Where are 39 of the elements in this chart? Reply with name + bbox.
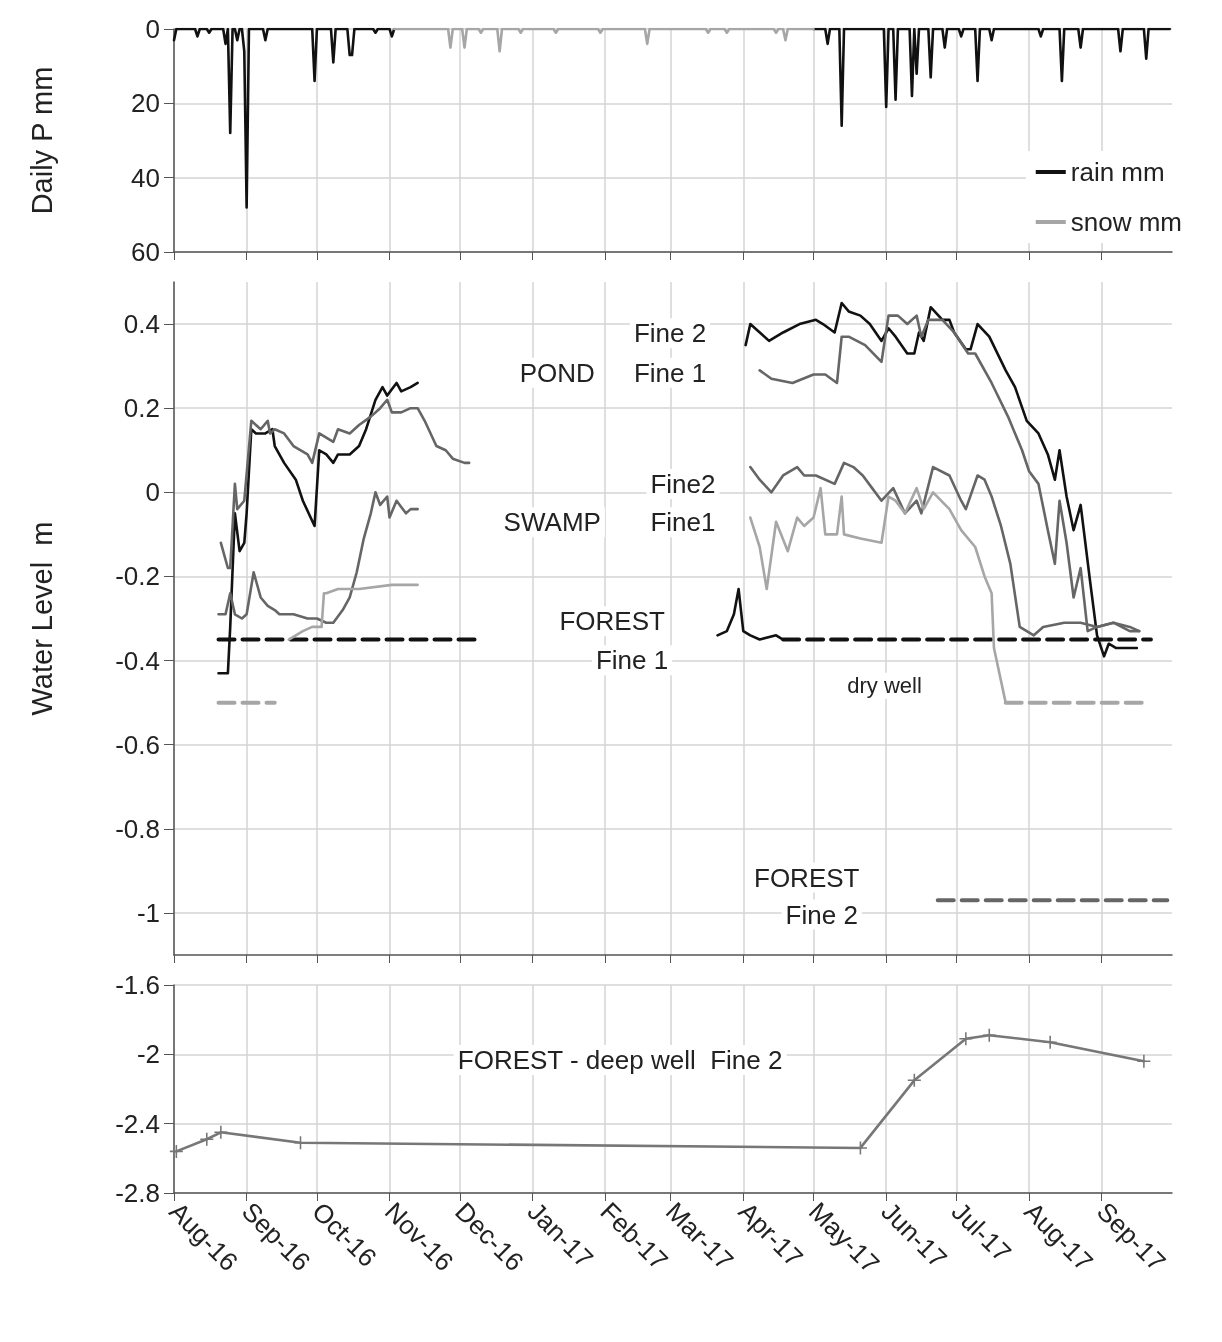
annotation: SWAMP: [503, 507, 601, 538]
annotation: Fine 2: [785, 899, 858, 930]
y-tick-label: -2: [136, 1039, 160, 1070]
annotation: Fine 1: [633, 357, 707, 388]
point: [200, 1132, 214, 1146]
y-axis-title: Daily P mm: [25, 66, 58, 215]
y-tick-label: 0: [145, 14, 160, 44]
point: [1043, 1035, 1057, 1049]
y-tick-label: -0.4: [115, 645, 160, 676]
y-tick-label: -0.8: [115, 813, 160, 844]
annotation: FOREST: [754, 862, 860, 893]
annotation: FOREST: [559, 606, 665, 637]
annotation: POND: [519, 357, 595, 388]
annotation: Fine 1: [595, 645, 669, 676]
y-tick-label: -2.8: [115, 1178, 160, 1208]
annotation: FOREST - deep well Fine 2: [457, 1044, 783, 1075]
annotation: dry well: [847, 673, 922, 699]
legend-label: rain mm: [1070, 157, 1165, 187]
line-series: [392, 27, 815, 53]
y-tick-label: 0.4: [123, 309, 160, 340]
y-tick-label: -0.2: [115, 561, 160, 592]
legend-label: snow mm: [1070, 207, 1183, 237]
y-tick-label: -2.4: [115, 1108, 160, 1139]
y-tick-label: 40: [131, 162, 160, 193]
y-tick-label: 20: [131, 88, 160, 119]
y-tick-label: 0: [145, 477, 160, 508]
y-tick-label: -0.6: [115, 729, 160, 760]
annotation: Fine1: [650, 507, 716, 538]
y-tick-label: -1: [136, 897, 160, 928]
annotation: Fine 2: [633, 318, 707, 349]
point: [959, 1032, 973, 1046]
y-tick-label: -1.6: [115, 970, 160, 1000]
point: [214, 1125, 228, 1139]
y-tick-label: 60: [131, 237, 160, 267]
point: [1137, 1054, 1151, 1068]
y-tick-label: 0.2: [123, 393, 160, 424]
y-axis-title: Water Level m: [25, 521, 58, 716]
point: [982, 1028, 996, 1042]
annotation: Fine2: [650, 468, 716, 499]
